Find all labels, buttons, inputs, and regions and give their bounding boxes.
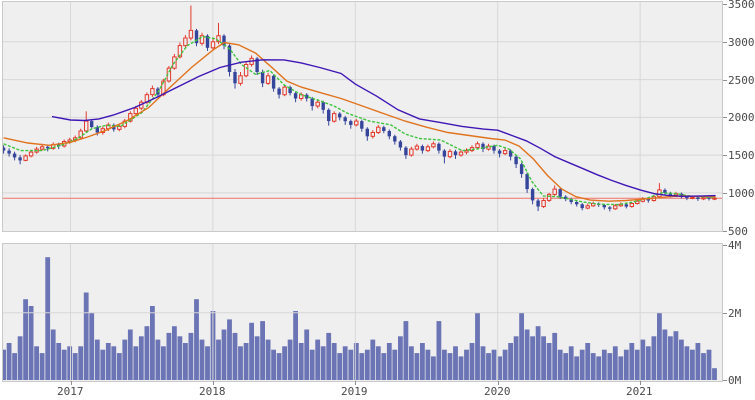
candles-layer <box>3 5 717 212</box>
volume-axis-label: 2M <box>728 307 742 320</box>
price-axis-tick <box>723 4 727 5</box>
volume-chart-plot[interactable] <box>3 244 722 381</box>
x-axis-year-tick <box>71 381 72 385</box>
x-axis-year-label: 2017 <box>57 385 84 398</box>
price-axis-label: 1500 <box>728 149 755 162</box>
volume-axis-tick <box>723 313 727 314</box>
volume-bars-layer <box>3 257 717 380</box>
volume-chart-panel[interactable] <box>2 243 723 382</box>
x-axis-year-label: 2020 <box>484 385 511 398</box>
price-axis-tick <box>723 80 727 81</box>
price-axis-label: 3500 <box>728 0 755 11</box>
price-chart-plot[interactable] <box>3 2 722 231</box>
volume-axis-tick <box>723 245 727 246</box>
volume-axis-tick <box>723 380 727 381</box>
x-axis-year-tick <box>213 381 214 385</box>
ma-short-green-line <box>3 35 716 206</box>
volume-axis-label: 4M <box>728 239 742 252</box>
x-axis-year-tick <box>640 381 641 385</box>
ma-mid-orange-line <box>3 41 716 202</box>
volume-gridlines <box>3 244 722 381</box>
price-axis-label: 2500 <box>728 74 755 87</box>
x-axis-year-label: 2019 <box>341 385 368 398</box>
ma-long-purple-line <box>51 59 716 198</box>
price-gridlines <box>3 2 722 231</box>
price-axis-label: 500 <box>728 225 748 238</box>
price-axis-tick <box>723 193 727 194</box>
price-axis-label: 1000 <box>728 187 755 200</box>
x-axis-year-label: 2018 <box>199 385 226 398</box>
price-axis-label: 3000 <box>728 36 755 49</box>
price-axis-tick <box>723 117 727 118</box>
x-axis-year-tick <box>498 381 499 385</box>
x-axis-year-tick <box>355 381 356 385</box>
price-chart-panel[interactable] <box>2 1 723 232</box>
volume-axis-label: 0M <box>728 374 742 387</box>
price-axis-label: 2000 <box>728 111 755 124</box>
price-axis-tick <box>723 42 727 43</box>
price-axis-tick <box>723 155 727 156</box>
price-axis-tick <box>723 231 727 232</box>
x-axis-year-label: 2021 <box>626 385 653 398</box>
